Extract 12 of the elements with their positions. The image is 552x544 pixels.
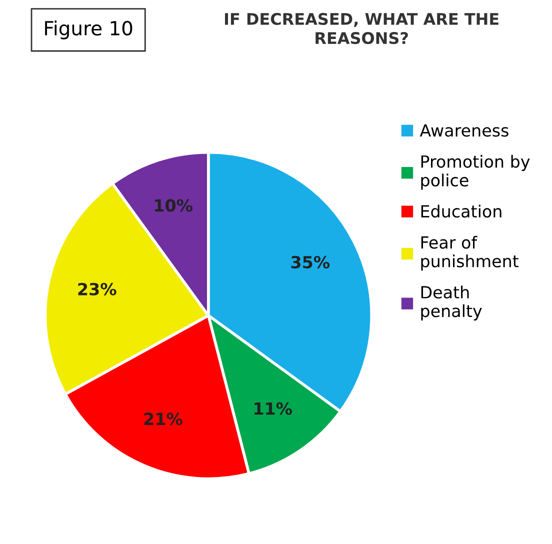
- chart-title: IF DECREASED, WHAT ARE THE REASONS?: [225, 12, 498, 44]
- data-label: 21%: [144, 412, 182, 426]
- data-label: 10%: [155, 199, 192, 212]
- legend-label: Awareness: [420, 124, 508, 137]
- legend-label: Promotion by police: [421, 154, 530, 190]
- caption: Figure 10: [45, 20, 132, 40]
- legend-label: Death penalty: [421, 286, 482, 320]
- data-label: 35%: [291, 256, 330, 268]
- data-label: 11%: [254, 402, 292, 415]
- data-label: 23%: [78, 282, 116, 296]
- legend-label: Fear of punishment: [421, 236, 519, 271]
- legend-label: Education: [421, 204, 502, 218]
